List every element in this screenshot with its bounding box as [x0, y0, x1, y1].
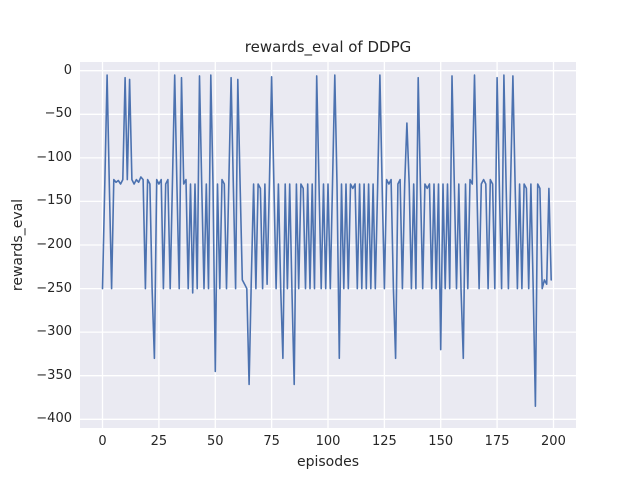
x-tick-label: 100	[315, 434, 341, 449]
x-tick-label: 175	[484, 434, 510, 449]
y-tick-label: 0	[63, 62, 72, 78]
y-tick-label: −50	[44, 106, 72, 122]
y-tick-label: −100	[36, 149, 72, 165]
plot-area	[80, 62, 576, 428]
x-tick-label: 0	[98, 434, 107, 449]
chart-canvas	[80, 62, 576, 428]
data-line	[101, 74, 553, 408]
x-tick-label: 50	[206, 434, 224, 449]
y-tick-label: −250	[36, 280, 72, 296]
x-tick-label: 200	[541, 434, 566, 449]
x-tick-label: 75	[263, 434, 280, 449]
x-axis-label: episodes	[296, 454, 360, 470]
x-tick-label: 25	[150, 434, 168, 449]
y-tick-label: −350	[36, 367, 72, 383]
y-tick-label: −200	[36, 237, 72, 252]
y-axis-label: rewards_eval	[10, 198, 26, 292]
y-tick-label: −400	[36, 411, 72, 427]
x-tick-label: 125	[371, 434, 397, 449]
y-tick-label: −150	[36, 193, 72, 209]
y-tick-label: −300	[36, 324, 72, 340]
chart-title: rewards_eval of DDPG	[244, 38, 412, 56]
x-tick-label: 150	[428, 434, 454, 449]
